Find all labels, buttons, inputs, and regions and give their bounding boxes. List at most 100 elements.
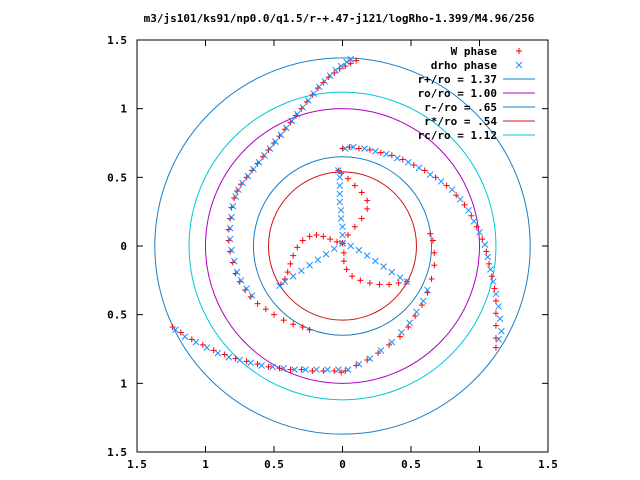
drho-phase-point: [363, 252, 371, 259]
drho-phase-point: [266, 145, 274, 152]
w-phase-point: [431, 249, 438, 256]
w-phase-point: [492, 310, 499, 317]
drho-phase-point: [344, 366, 352, 373]
w-phase-point: [331, 367, 338, 374]
w-phase-point: [353, 57, 360, 64]
w-phase-point: [280, 317, 287, 324]
drho-phase-point: [322, 250, 330, 258]
drho-phase-point: [244, 172, 252, 180]
drho-phase-point: [336, 198, 344, 206]
w-phase-point: [188, 336, 195, 343]
drho-phase-point: [248, 292, 256, 299]
w-phase-point: [366, 146, 373, 153]
drho-phase-point: [226, 235, 234, 243]
circle-3: [268, 171, 417, 321]
drho-phase-point: [255, 158, 263, 166]
w-phase-point: [366, 280, 373, 287]
drho-phase-point: [298, 267, 305, 275]
circle-4: [188, 91, 497, 401]
drho-phase-point: [235, 186, 242, 194]
w-phase-point: [486, 260, 493, 267]
x-tick-label: 0: [339, 458, 346, 471]
w-phase-point: [177, 329, 184, 336]
w-phase-point: [397, 333, 404, 340]
legend-label: r+/ro = 1.37: [418, 73, 497, 86]
drho-phase-point: [277, 131, 285, 139]
drho-phase-point: [339, 239, 346, 247]
w-phase-point: [340, 249, 347, 256]
legend-label: rc/ro = 1.12: [418, 129, 497, 142]
w-phase-point: [290, 252, 297, 259]
drho-phase-point: [337, 62, 345, 70]
drho-phase-point: [415, 164, 423, 172]
drho-phase-point: [335, 366, 342, 373]
drho-phase-point: [498, 327, 505, 335]
drho-phase-point: [484, 253, 492, 261]
w-phase-point: [294, 244, 301, 251]
w-phase-point: [327, 236, 334, 243]
w-phase-point: [491, 285, 498, 292]
drho-phase-point: [495, 336, 503, 343]
drho-phase-point: [306, 261, 313, 269]
drho-phase-point: [336, 190, 344, 198]
w-phase-point: [412, 313, 419, 320]
w-phase-point: [320, 367, 327, 374]
w-phase-point: [339, 145, 346, 152]
drho-phase-point: [261, 152, 268, 159]
drho-phase-point: [203, 344, 211, 351]
w-phase-point: [299, 237, 306, 244]
drho-phase-point: [289, 272, 297, 280]
w-phase-point: [357, 277, 364, 284]
w-phase-point: [418, 302, 425, 309]
drho-phase-point: [335, 167, 342, 174]
drho-phase-point: [326, 72, 334, 80]
series-w-phase: [169, 57, 499, 376]
w-phase-point: [276, 365, 283, 372]
drho-phase-point: [476, 228, 483, 236]
drho-phase-point: [372, 147, 379, 155]
drho-phase-point: [336, 182, 344, 189]
drho-phase-point: [456, 195, 464, 203]
w-phase-point: [306, 233, 313, 240]
w-phase-point: [221, 351, 228, 358]
legend-label: ro/ro = 1.00: [418, 87, 497, 100]
w-phase-point: [492, 322, 499, 329]
chart-title: m3/js101/ks91/np0.0/q1.5/r-+.47-j121/log…: [144, 12, 535, 25]
drho-phase-point: [192, 338, 200, 346]
x-tick-label: 1.5: [127, 458, 147, 471]
legend-marker-swatch: [515, 61, 523, 69]
drho-phase-point: [361, 145, 368, 152]
w-phase-point: [427, 230, 434, 237]
w-phase-point: [492, 344, 499, 351]
drho-phase-point: [299, 103, 307, 111]
w-phase-point: [313, 232, 320, 239]
y-tick-label: 1.5: [107, 34, 127, 47]
w-phase-point: [395, 280, 402, 287]
drho-phase-point: [288, 117, 296, 125]
drho-phase-point: [388, 268, 396, 276]
drho-phase-point: [388, 338, 396, 346]
w-phase-point: [358, 215, 365, 222]
drho-phase-point: [269, 363, 276, 371]
drho-phase-point: [465, 206, 472, 214]
drho-phase-point: [228, 246, 235, 254]
w-phase-point: [290, 321, 297, 328]
drho-phase-point: [372, 257, 379, 265]
drho-phase-point: [337, 215, 345, 222]
w-phase-point: [492, 297, 499, 304]
w-phase-point: [349, 273, 356, 280]
drho-phase-point: [332, 66, 340, 74]
drho-phase-point: [341, 145, 349, 152]
w-phase-point: [344, 175, 351, 182]
y-tick-label: 0: [120, 240, 127, 253]
w-phase-point: [347, 60, 354, 67]
drho-phase-point: [355, 246, 363, 254]
drho-phase-point: [172, 326, 179, 334]
drho-phase-point: [355, 360, 363, 368]
w-phase-point: [243, 358, 250, 365]
w-phase-point: [429, 237, 436, 244]
w-phase-point: [254, 300, 261, 307]
w-phase-point: [344, 232, 351, 239]
